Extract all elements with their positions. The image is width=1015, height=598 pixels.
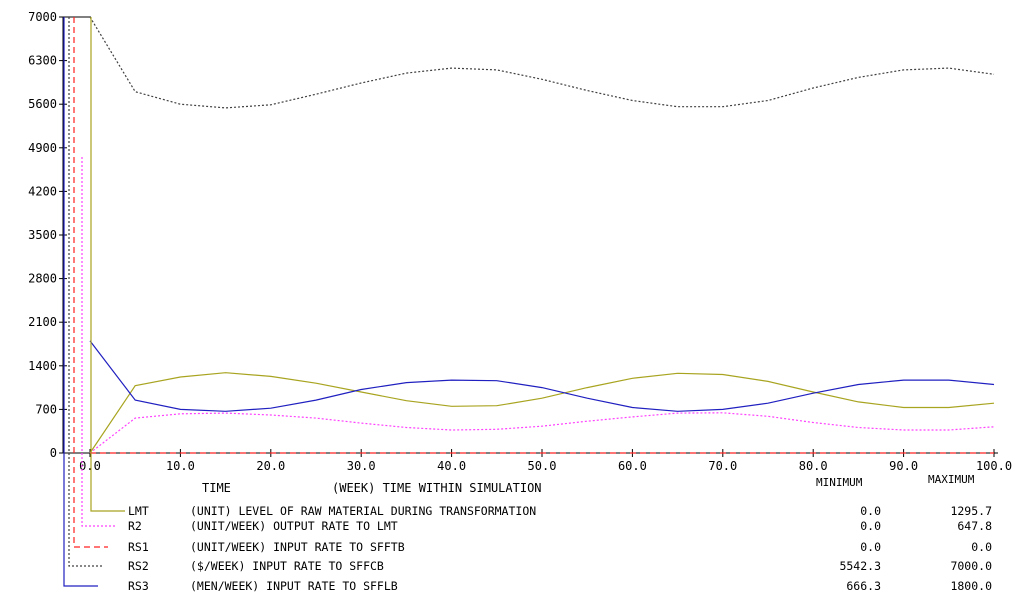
legend-name-rs1: RS1 [128, 540, 149, 554]
legend-connector-r2 [81, 157, 116, 527]
y-tick-label: 6300 [28, 54, 57, 68]
legend-connector-rs2 [68, 17, 103, 567]
legend-description-r2: (UNIT/WEEK) OUTPUT RATE TO LMT [190, 519, 398, 533]
legend-max-r2: 647.8 [957, 519, 992, 533]
x-tick-label: 60.0 [618, 459, 647, 473]
legend-name-rs3: RS3 [128, 579, 149, 593]
legend-max-rs1: 0.0 [971, 540, 992, 554]
x-tick-label: 10.0 [166, 459, 195, 473]
y-tick-label: 5600 [28, 97, 57, 111]
y-tick-label: 0 [50, 446, 57, 460]
legend-description-rs2: ($/WEEK) INPUT RATE TO SFFCB [190, 559, 384, 573]
y-tick-label: 3500 [28, 228, 57, 242]
legend-max-rs3: 1800.0 [950, 579, 992, 593]
axes-layer: 0 700 1400 2100 2800 3500 4200 4900 5600 6300 7000… [28, 10, 1012, 473]
legend-description-rs3: (MEN/WEEK) INPUT RATE TO SFFLB [190, 579, 398, 593]
legend-name-lmt: LMT [128, 504, 149, 518]
y-tick-label: 2800 [28, 272, 57, 286]
legend-connector-lmt [90, 17, 125, 512]
x-tick-label: 70.0 [708, 459, 737, 473]
legend-layer: LMT (UNIT) LEVEL OF RAW MATERIAL DURING T… [63, 17, 992, 593]
maximum-header: MAXIMUM [928, 473, 975, 486]
x-axis-label-time: TIME [202, 481, 231, 495]
legend-max-lmt: 1295.7 [950, 504, 992, 518]
legend-min-r2: 0.0 [860, 519, 881, 533]
legend-name-rs2: RS2 [128, 559, 149, 573]
x-tick-label: 40.0 [437, 459, 466, 473]
legend-max-rs2: 7000.0 [950, 559, 992, 573]
x-axis-title: (WEEK) TIME WITHIN SIMULATION [332, 481, 542, 495]
minimum-header: MINIMUM [816, 476, 863, 489]
y-tick-label: 2100 [28, 315, 57, 329]
legend-min-rs1: 0.0 [860, 540, 881, 554]
x-tick-label: 80.0 [799, 459, 828, 473]
y-tick-label: 7000 [28, 10, 57, 24]
legend-connector-rs1 [73, 17, 108, 548]
series-layer [89, 16, 995, 454]
x-tick-label: 20.0 [256, 459, 285, 473]
legend-min-rs3: 666.3 [846, 579, 881, 593]
x-tick-label: 100.0 [976, 459, 1012, 473]
legend-description-rs1: (UNIT/WEEK) INPUT RATE TO SFFTB [190, 540, 405, 554]
legend-description-lmt: (UNIT) LEVEL OF RAW MATERIAL DURING TRAN… [190, 504, 536, 518]
x-tick-label: 90.0 [889, 459, 918, 473]
y-tick-label: 1400 [28, 359, 57, 373]
x-tick-label: 50.0 [528, 459, 557, 473]
y-tick-label: 4900 [28, 141, 57, 155]
y-tick-label: 4200 [28, 184, 57, 198]
legend-min-rs2: 5542.3 [839, 559, 881, 573]
legend-name-r2: R2 [128, 519, 142, 533]
y-tick-label: 700 [35, 402, 57, 416]
series-rs3-line [89, 340, 995, 412]
legend-connector-rs3 [63, 17, 98, 587]
x-tick-label: 0.0 [79, 459, 101, 473]
series-rs2-line [89, 16, 995, 109]
series-lmt-line [89, 372, 995, 454]
x-tick-label: 30.0 [347, 459, 376, 473]
series-r2-line [89, 412, 995, 454]
legend-min-lmt: 0.0 [860, 504, 881, 518]
